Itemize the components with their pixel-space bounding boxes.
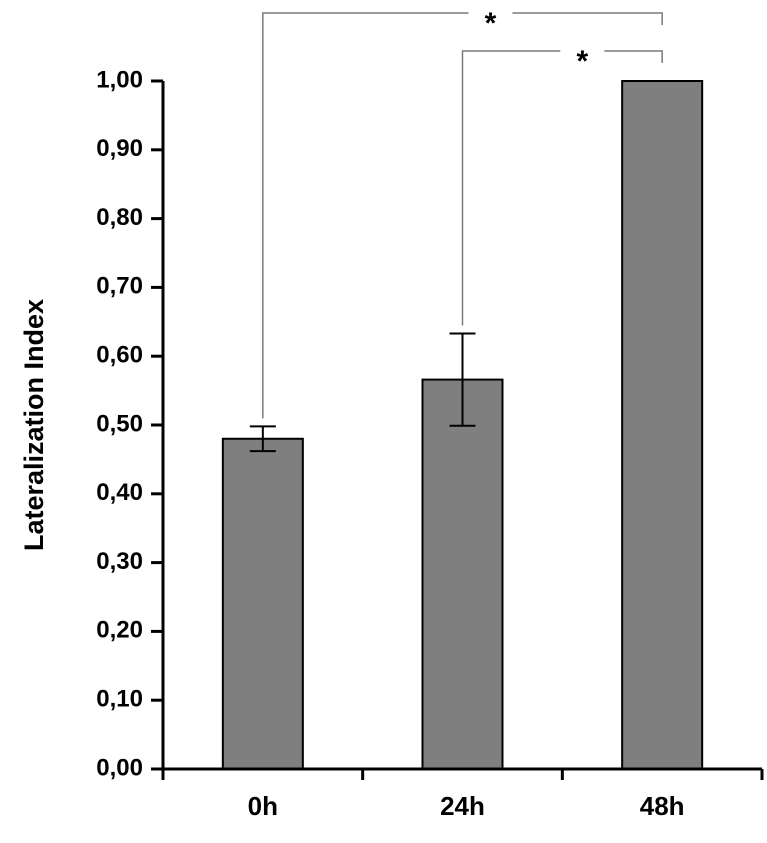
y-tick-label: 0,30 bbox=[96, 548, 143, 575]
y-tick-label: 0,90 bbox=[96, 135, 143, 162]
significance-layer: ** bbox=[262, 7, 663, 419]
y-tick-label: 0,70 bbox=[96, 273, 143, 300]
significance-bracket-right bbox=[512, 12, 663, 25]
y-tick-label: 0,10 bbox=[96, 686, 143, 713]
x-category-label: 0h bbox=[248, 791, 278, 821]
x-category-label: 48h bbox=[640, 791, 685, 821]
bar-0h bbox=[221, 437, 304, 770]
bars-layer bbox=[221, 80, 704, 770]
y-tick-label: 0,20 bbox=[96, 617, 143, 644]
bar-24h bbox=[421, 378, 504, 770]
y-tick-label: 0,80 bbox=[96, 204, 143, 231]
y-ticks-layer: 0,00 0,10 0,20 0,30 0,40 0,50 0,60 0,70 0,80 0,90… bbox=[96, 66, 163, 781]
bar-48h bbox=[621, 80, 704, 770]
significance-bracket-left bbox=[262, 12, 469, 419]
significance-bracket-right bbox=[604, 50, 663, 63]
significance-star: * bbox=[576, 45, 588, 78]
y-tick-label: 0,00 bbox=[96, 754, 143, 781]
x-category-label: 24h bbox=[440, 791, 485, 821]
significance-star: * bbox=[485, 7, 497, 40]
y-tick-label: 0,50 bbox=[96, 410, 143, 437]
significance-bracket-left bbox=[461, 50, 561, 326]
error-bars-layer bbox=[249, 332, 476, 453]
x-labels-layer: 0h 24h 48h bbox=[161, 769, 764, 821]
y-axis-title: Lateralization Index bbox=[19, 299, 49, 551]
y-tick-label: 1,00 bbox=[96, 66, 143, 93]
y-tick-label: 0,40 bbox=[96, 479, 143, 506]
y-tick-label: 0,60 bbox=[96, 342, 143, 369]
